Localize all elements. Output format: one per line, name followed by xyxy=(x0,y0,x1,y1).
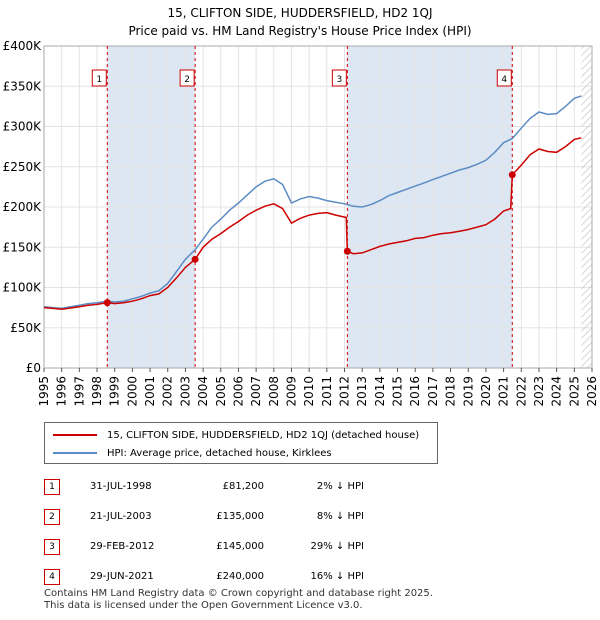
chart-title-line2: Price paid vs. HM Land Registry's House … xyxy=(128,24,472,38)
sale-point xyxy=(508,171,516,179)
transaction-number: 2 xyxy=(44,509,60,525)
x-tick-label: 2025 xyxy=(567,376,581,407)
x-tick-label: 1999 xyxy=(108,376,122,407)
transaction-price: £81,200 xyxy=(222,481,264,492)
y-tick-label: £400K xyxy=(3,39,43,53)
legend-item-property: 15, CLIFTON SIDE, HUDDERSFIELD, HD2 1QJ … xyxy=(53,426,419,444)
table-row: 2 21-JUL-2003 £135,000 8% ↓ HPI xyxy=(44,508,584,528)
sale-marker-box xyxy=(496,69,512,87)
y-tick-label: £350K xyxy=(3,79,43,93)
sale-point xyxy=(103,299,111,307)
transaction-number: 3 xyxy=(44,539,60,555)
table-row: 3 29-FEB-2012 £145,000 29% ↓ HPI xyxy=(44,538,584,558)
y-tick-label: £150K xyxy=(3,240,43,254)
x-tick-label: 2003 xyxy=(178,376,192,407)
forecast-hatch xyxy=(581,46,592,368)
x-tick-label: 2021 xyxy=(497,376,511,407)
x-tick-label: 1997 xyxy=(72,376,86,407)
y-tick-label: £100K xyxy=(3,281,43,295)
y-tick-label: £50K xyxy=(10,321,42,335)
transaction-hpi-diff: 16% ↓ HPI xyxy=(310,571,364,582)
footer-license: This data is licensed under the Open Gov… xyxy=(44,600,363,611)
plot-frame xyxy=(43,45,593,369)
y-tick-label: £200K xyxy=(3,200,43,214)
y-tick-label: £0 xyxy=(26,361,41,375)
x-tick-label: 2019 xyxy=(461,376,475,407)
transaction-hpi-diff: 29% ↓ HPI xyxy=(310,541,364,552)
sale-marker-label: 4 xyxy=(501,75,507,85)
x-tick-label: 2004 xyxy=(196,376,210,407)
transaction-price: £135,000 xyxy=(216,511,264,522)
x-tick-label: 2002 xyxy=(161,376,175,407)
x-tick-label: 2015 xyxy=(391,376,405,407)
x-tick-label: 1996 xyxy=(55,376,69,407)
legend-label-property: 15, CLIFTON SIDE, HUDDERSFIELD, HD2 1QJ … xyxy=(107,429,420,441)
property-price-line xyxy=(43,137,582,310)
x-tick-label: 2016 xyxy=(408,376,422,407)
transaction-date: 29-JUN-2021 xyxy=(90,571,154,582)
sale-point xyxy=(191,255,199,263)
x-tick-label: 2001 xyxy=(143,376,157,407)
chart-title-line1: 15, CLIFTON SIDE, HUDDERSFIELD, HD2 1QJ xyxy=(167,6,433,20)
x-tick-label: 2014 xyxy=(373,376,387,407)
transaction-hpi-diff: 8% ↓ HPI xyxy=(316,511,364,522)
x-tick-label: 2023 xyxy=(532,376,546,407)
transaction-price: £240,000 xyxy=(216,571,264,582)
x-tick-label: 2011 xyxy=(320,376,334,407)
x-tick-label: 2012 xyxy=(338,376,352,407)
legend: 15, CLIFTON SIDE, HUDDERSFIELD, HD2 1QJ … xyxy=(44,422,438,464)
hpi-line xyxy=(43,95,582,310)
price-chart: £0 £50K £100K £150K £200K £250K £300K £350K £400… xyxy=(3,39,599,407)
y-tick-label: £250K xyxy=(3,160,43,174)
transaction-date: 29-FEB-2012 xyxy=(90,541,155,552)
x-tick-label: 2017 xyxy=(426,376,440,407)
x-tick-label: 1995 xyxy=(37,376,51,407)
x-tick-label: 2024 xyxy=(550,376,564,407)
x-tick-label: 2009 xyxy=(284,376,298,407)
x-tick-label: 2026 xyxy=(585,376,599,407)
transaction-date: 31-JUL-1998 xyxy=(90,481,152,492)
table-row: 1 31-JUL-1998 £81,200 2% ↓ HPI xyxy=(44,478,584,498)
x-tick-label: 2010 xyxy=(302,376,316,407)
x-tick-label: 2005 xyxy=(214,376,228,407)
sale-marker-label: 2 xyxy=(184,75,190,85)
transaction-hpi-diff: 2% ↓ HPI xyxy=(316,481,364,492)
x-tick-label: 2020 xyxy=(479,376,493,407)
x-tick-label: 1998 xyxy=(90,376,104,407)
x-tick-label: 2000 xyxy=(125,376,139,407)
sale-marker-box xyxy=(91,69,107,87)
legend-item-hpi: HPI: Average price, detached house, Kirk… xyxy=(53,444,332,462)
transaction-date: 21-JUL-2003 xyxy=(90,511,152,522)
sale-marker-box xyxy=(331,69,347,87)
sale-marker-label: 1 xyxy=(96,75,102,85)
sale-marker-label: 3 xyxy=(336,75,342,85)
transaction-price: £145,000 xyxy=(216,541,264,552)
sale-marker-box xyxy=(179,69,195,87)
x-tick-label: 2006 xyxy=(231,376,245,407)
y-tick-label: £300K xyxy=(3,120,43,134)
legend-swatch-hpi xyxy=(53,452,97,454)
x-tick-label: 2018 xyxy=(444,376,458,407)
footer-copyright: Contains HM Land Registry data © Crown c… xyxy=(44,588,433,599)
x-tick-label: 2008 xyxy=(267,376,281,407)
x-tick-label: 2022 xyxy=(514,376,528,407)
table-row: 4 29-JUN-2021 £240,000 16% ↓ HPI xyxy=(44,568,584,588)
transaction-number: 1 xyxy=(44,479,60,495)
x-tick-label: 2007 xyxy=(249,376,263,407)
x-tick-label: 2013 xyxy=(355,376,369,407)
legend-label-hpi: HPI: Average price, detached house, Kirk… xyxy=(107,447,332,459)
sale-point xyxy=(343,247,351,255)
legend-swatch-property xyxy=(53,434,97,436)
transaction-number: 4 xyxy=(44,569,60,585)
